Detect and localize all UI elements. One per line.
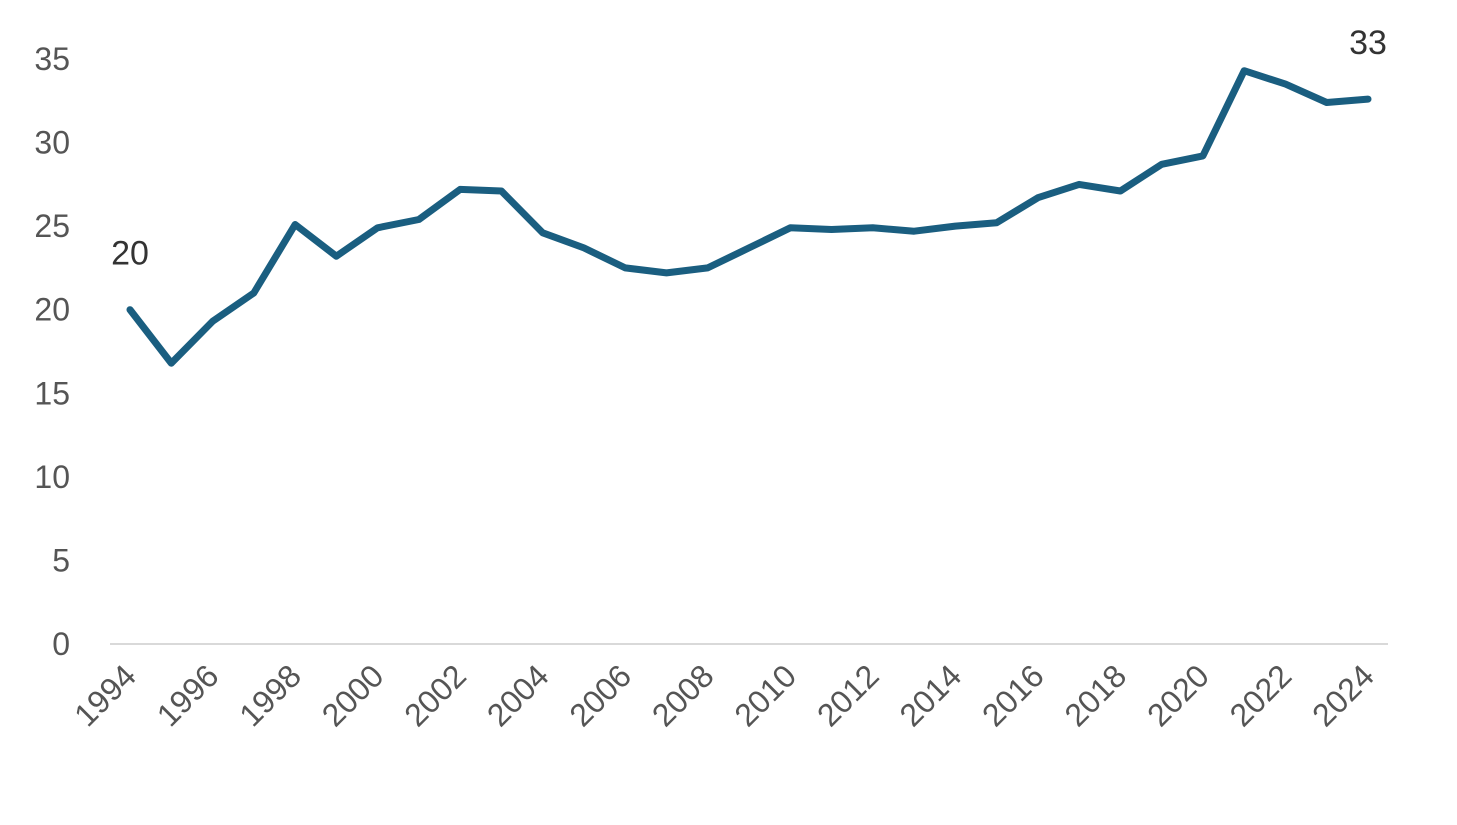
x-tick-label: 2002	[397, 657, 473, 733]
x-axis-ticks: 1994 1996 1998 2000 2002 2004 2006 2008 2010 2012…	[67, 657, 1381, 733]
y-tick-label: 20	[34, 292, 70, 328]
x-tick-label: 2000	[315, 657, 391, 733]
x-tick-label: 1994	[67, 657, 143, 733]
x-tick-label: 2006	[562, 657, 638, 733]
y-tick-label: 15	[34, 375, 70, 411]
x-tick-label: 2022	[1223, 657, 1299, 733]
x-tick-label: 2024	[1305, 657, 1381, 733]
x-tick-label: 2016	[975, 657, 1051, 733]
x-tick-label: 2018	[1058, 657, 1134, 733]
x-tick-label: 2004	[480, 657, 556, 733]
series-line	[126, 67, 1372, 367]
y-tick-label: 0	[52, 626, 70, 662]
x-tick-label: 2020	[1140, 657, 1216, 733]
series-group	[126, 67, 1372, 367]
x-tick-label: 2008	[645, 657, 721, 733]
y-tick-label: 10	[34, 459, 70, 495]
x-tick-label: 1998	[232, 657, 308, 733]
x-tick-label: 2012	[810, 657, 886, 733]
y-tick-label: 25	[34, 208, 70, 244]
data-label: 20	[111, 235, 149, 273]
y-axis-ticks: 0 5 10 15 20 25 30 35	[34, 41, 70, 662]
x-tick-label: 2014	[892, 657, 968, 733]
y-tick-label: 5	[52, 542, 70, 578]
data-label: 33	[1349, 24, 1387, 62]
x-tick-label: 2010	[727, 657, 803, 733]
x-tick-label: 1996	[150, 657, 226, 733]
y-tick-label: 30	[34, 125, 70, 161]
y-tick-label: 35	[34, 41, 70, 77]
